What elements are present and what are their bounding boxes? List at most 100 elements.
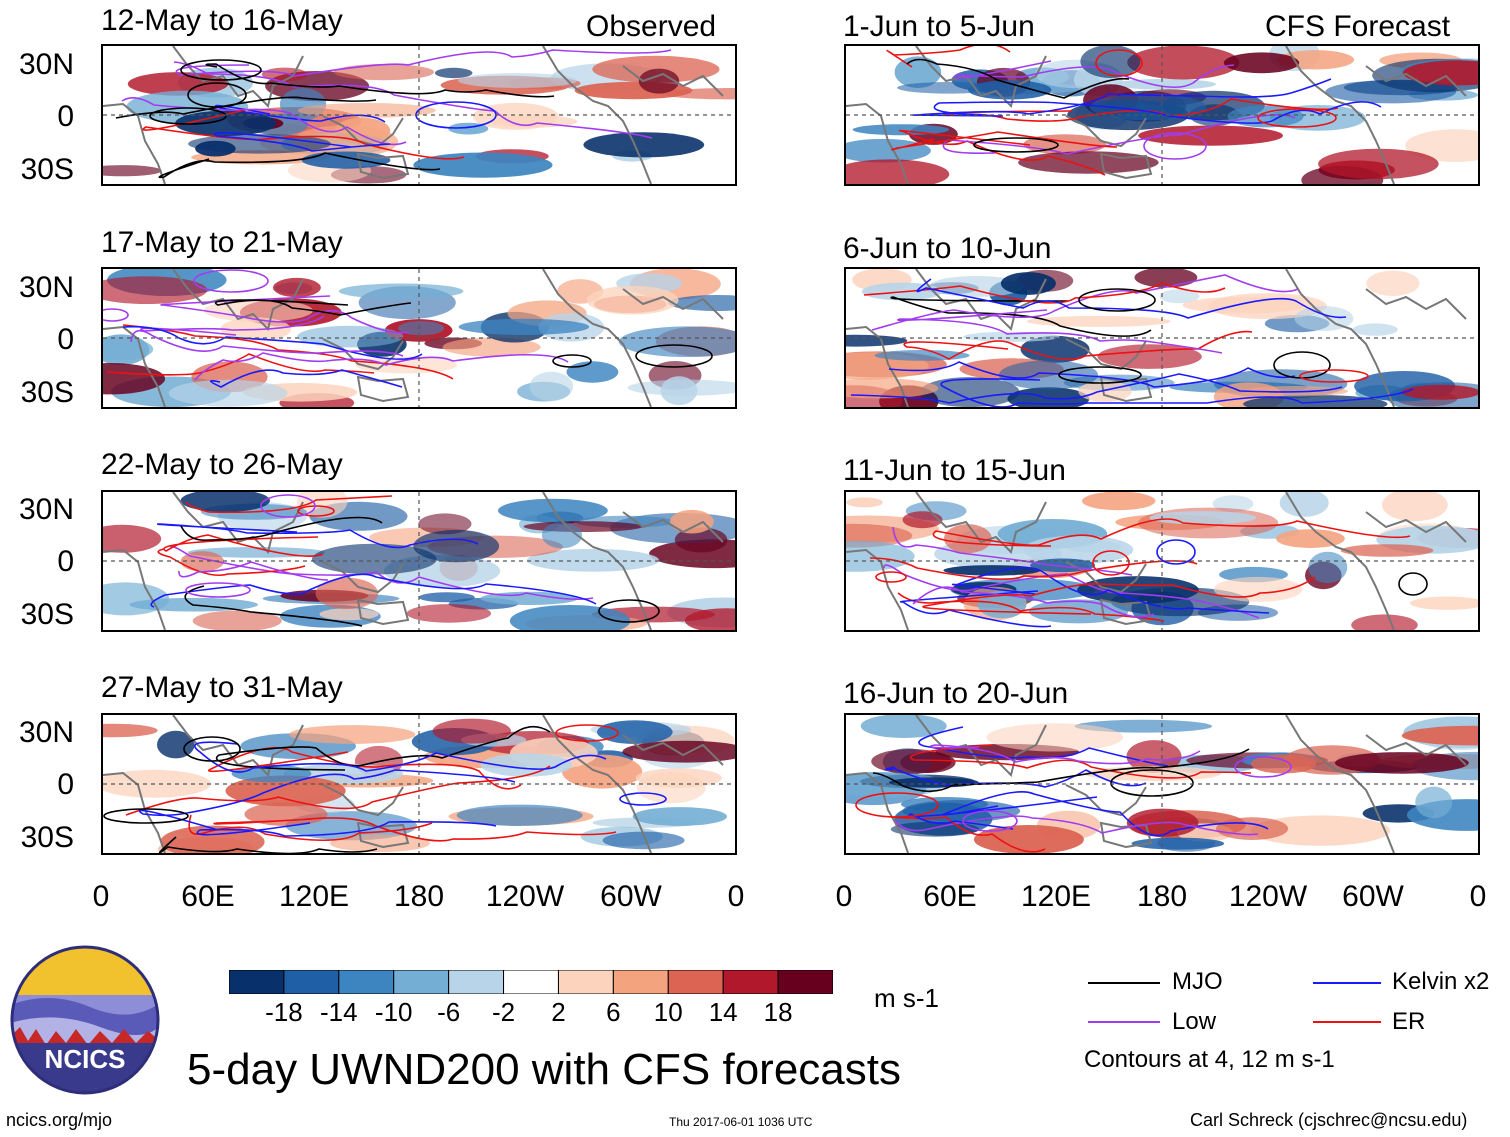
coastline <box>1365 511 1467 543</box>
anomaly-shading <box>583 132 705 158</box>
coastline <box>1365 734 1467 766</box>
anomaly-shading <box>168 379 288 407</box>
anomaly-shading <box>860 715 947 738</box>
coastline <box>846 548 909 630</box>
low-contour <box>871 274 1299 331</box>
anomaly-shading <box>1223 52 1300 74</box>
colorbar-level-label: 18 <box>763 997 793 1027</box>
lat-label-eq: 0 <box>57 545 74 578</box>
anomaly-shading <box>498 498 608 523</box>
lon-label: 180 <box>393 880 445 913</box>
anomaly-shading <box>1134 269 1198 288</box>
anomaly-shading <box>526 548 660 572</box>
low-contour <box>175 49 672 77</box>
coastline <box>1285 46 1395 184</box>
lon-label: 120E <box>1020 880 1092 913</box>
anomaly-shading <box>311 543 437 575</box>
coastline <box>1365 65 1467 97</box>
er-contour <box>208 746 522 790</box>
coastline <box>542 46 652 184</box>
coastline <box>915 46 1047 108</box>
mjo-contour <box>215 725 551 771</box>
mjo-contour <box>890 296 1152 337</box>
anomaly-shading <box>597 720 673 744</box>
low-contour <box>173 61 653 139</box>
legend-label-er: ER <box>1392 1008 1426 1035</box>
anomaly-shading <box>1007 387 1090 407</box>
er-contour <box>855 792 939 818</box>
lon-label: 0 <box>1469 880 1487 913</box>
low-contour <box>912 586 1155 618</box>
colorbar-level-label: -14 <box>320 997 358 1027</box>
lat-label-30n: 30N <box>18 493 74 526</box>
low-contour <box>962 810 1018 832</box>
anomaly-shading <box>1401 725 1478 746</box>
lat-label-eq: 0 <box>57 100 74 133</box>
anomaly-shading <box>541 522 583 549</box>
panel-title-fc-3: 11-Jun to 15-Jun <box>843 454 1066 487</box>
anomaly-shading <box>902 511 943 529</box>
er-contour <box>875 571 907 583</box>
mjo-contour <box>635 344 713 368</box>
anomaly-shading <box>1401 384 1478 400</box>
colorbar-swatch <box>283 969 340 995</box>
anomaly-shading <box>225 775 346 807</box>
anomaly-shading <box>986 723 1124 752</box>
lat-label-30n: 30N <box>18 271 74 304</box>
anomaly-shading <box>103 276 208 304</box>
coastline <box>1065 784 1147 817</box>
er-contour <box>890 816 1046 853</box>
low-contour <box>954 60 1235 88</box>
mjo-contour <box>180 516 383 542</box>
anomaly-shading <box>1080 46 1141 78</box>
er-contour <box>1095 49 1143 77</box>
kelvin-contour <box>138 769 516 831</box>
observed-header: Observed <box>586 10 717 43</box>
coastline <box>322 784 404 817</box>
map-panel-obs-1 <box>101 44 737 186</box>
er-contour <box>897 592 1165 622</box>
anomaly-shading <box>315 577 379 610</box>
footer-author: Carl Schreck (cjschrec@ncsu.edu) <box>1190 1110 1468 1130</box>
map-panel-obs-3 <box>101 490 737 632</box>
mjo-contour <box>1398 572 1428 596</box>
colorbar-swatch <box>228 969 285 995</box>
kelvin-contour <box>196 821 497 837</box>
ncics-logo-text: NCICS <box>44 1044 126 1074</box>
anomaly-shading <box>1340 544 1434 557</box>
anomaly-shading <box>297 103 436 118</box>
kelvin-contour <box>941 791 1269 837</box>
legend-label-low: Low <box>1172 1008 1217 1035</box>
lon-label: 180 <box>1136 880 1188 913</box>
mjo-contour <box>158 836 378 853</box>
anomaly-shading <box>632 807 727 826</box>
anomaly-shading <box>1114 78 1216 90</box>
legend-line-mjo <box>1088 982 1160 984</box>
anomaly-shading <box>1078 380 1132 402</box>
coastline <box>103 102 166 184</box>
kelvin-contour <box>940 378 1414 407</box>
footer-url[interactable]: ncics.org/mjo <box>6 1110 113 1130</box>
coastline <box>622 65 724 97</box>
lon-label: 0 <box>92 880 110 913</box>
colorbar-level-label: -2 <box>491 997 516 1027</box>
er-contour <box>213 817 617 842</box>
anomaly-shading <box>1159 289 1200 304</box>
mjo-contour <box>115 96 377 119</box>
low-contour <box>260 494 316 518</box>
legend-label-mjo: MJO <box>1172 968 1223 995</box>
low-contour <box>1234 756 1292 778</box>
panel-title-obs-4: 27-May to 31-May <box>101 671 343 704</box>
coastline <box>1099 152 1153 180</box>
anomaly-shading <box>1318 148 1439 180</box>
anomaly-shading <box>418 513 472 535</box>
coastline <box>356 598 410 626</box>
anomaly-shading <box>1131 837 1225 850</box>
anomaly-shading <box>103 524 162 553</box>
anomaly-shading <box>355 356 458 374</box>
legend-label-kelvin: Kelvin x2 <box>1392 968 1490 995</box>
coastline <box>322 115 404 148</box>
anomaly-shading <box>668 295 735 311</box>
mjo-contour <box>215 299 412 316</box>
mjo-contour <box>906 58 1130 99</box>
